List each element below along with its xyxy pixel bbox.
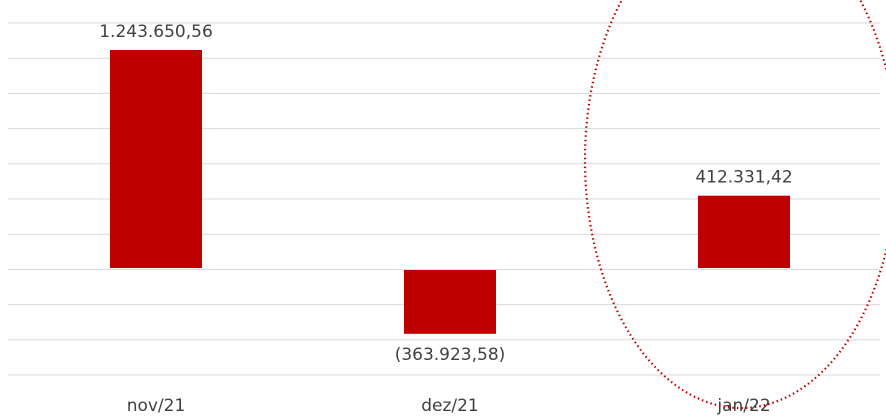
x-tick-label: nov/21 xyxy=(127,396,186,416)
data-label: 1.243.650,56 xyxy=(99,22,213,42)
data-labels: 1.243.650,56 (363.923,58) 412.331,42 xyxy=(99,22,792,365)
x-tick-label: jan/22 xyxy=(716,396,770,416)
bar-jan-22 xyxy=(698,195,790,268)
data-label: (363.923,58) xyxy=(395,345,506,365)
x-tick-labels: nov/21 dez/21 jan/22 xyxy=(127,396,771,416)
bar-dez-21 xyxy=(404,270,496,334)
data-label: 412.331,42 xyxy=(695,168,792,188)
bars xyxy=(110,50,790,334)
x-tick-label: dez/21 xyxy=(421,396,479,416)
bar-nov-21 xyxy=(110,50,202,268)
